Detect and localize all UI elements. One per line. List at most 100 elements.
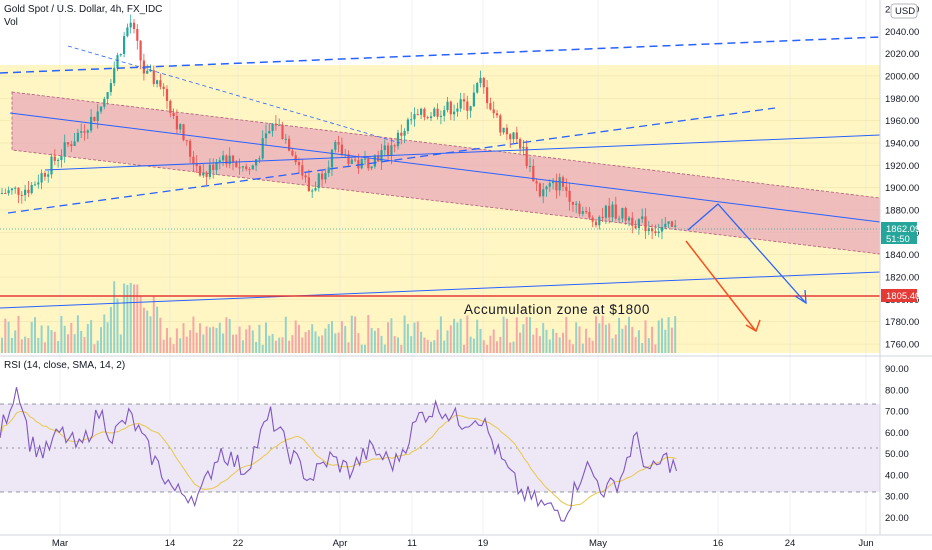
candle-body [373,155,376,167]
volume-bar [423,337,426,353]
candle-body [416,114,419,116]
volume-bar [245,329,248,353]
volume-bar [304,332,307,353]
volume-bar [657,320,660,353]
candle-body [248,169,251,171]
volume-bar [519,332,522,353]
volume-bar [268,335,271,353]
bullish-projection-arrow [687,203,806,303]
volume-bar [472,338,475,353]
volume-bar [340,321,343,353]
rsi-axis[interactable]: 20.00 30.00 40.00 50.00 60.00 70.00 80.00 90.00 [885,364,909,524]
volume-bar [631,326,634,353]
volume-bar [548,339,551,353]
volume-bar [298,324,300,353]
currency-button-frame[interactable] [890,3,918,19]
bearish-projection-arrowhead [745,319,761,333]
price-axis[interactable]: 1760.001780.001800.001820.001840.001860.… [885,4,919,350]
candle-body [218,160,221,162]
volume-bar [271,333,274,353]
volume-bar [215,327,218,353]
candle-body [400,132,403,136]
volume-bar [644,320,647,353]
candle-body [433,108,436,117]
candle-body [462,99,466,102]
price-tick-label: 1980.00 [885,94,919,105]
candle-body [670,221,673,227]
candle-body [641,216,644,220]
volume-bar [109,306,112,353]
candle-body [429,116,433,119]
candle-body [175,115,178,130]
volume-bar [60,315,63,353]
candle-body [492,109,495,114]
volume-bar [486,344,489,353]
volume-bar [324,328,327,353]
bullish-projection-arrowhead [794,289,807,305]
price-tick-label: 1880.00 [885,206,919,217]
rsi-line [0,387,678,522]
candle-body [472,92,475,107]
candle-body [235,162,238,168]
volume-bar [591,340,594,353]
candle-body [634,225,637,229]
volume-bar [199,323,201,353]
candle-body [624,207,627,221]
candle-body [241,166,244,168]
volume-bar [443,340,446,353]
volume-bar [370,328,373,353]
candle-body [627,217,631,221]
volume-bar [439,316,442,353]
volume-bar [420,331,423,353]
candle-body [123,36,126,55]
rsi-tick-label: 20.00 [885,513,909,524]
volume-bar [7,321,10,353]
candle-body [304,175,307,178]
rsi-tick-label: 40.00 [885,470,909,481]
candle-body [443,110,446,116]
volume-bar [136,284,139,353]
candle-body [314,188,317,191]
candle-body [601,216,604,218]
current-price-label: 1862.09 [886,224,920,235]
candle-body [439,115,442,117]
volume-bar [555,332,558,353]
candle-body [657,231,660,234]
candle-body [654,231,657,234]
volume-bar [453,318,456,353]
volume-bar [238,326,241,353]
currency-button[interactable]: USD [895,6,915,17]
volume-bar [317,336,320,353]
volume-bar [502,316,505,353]
candle-body [251,165,254,170]
volume-bar [337,332,340,353]
volume-bar [505,318,508,353]
price-tick-label: 2000.00 [885,71,919,82]
candle-body [80,131,83,133]
rsi-tick-label: 90.00 [885,364,909,375]
candle-body [390,145,393,156]
accumulation-zone-annotation: Accumulation zone at $1800 [464,302,650,317]
candle-body [456,108,459,112]
candle-body [406,119,409,132]
volume-bar [281,337,284,353]
volume-bar [235,334,238,353]
volume-bar [578,326,581,353]
volume-bar [208,327,211,353]
volume-bar [228,319,231,353]
price-tick-label: 1940.00 [885,138,919,149]
candle-body [489,103,492,110]
time-tick-label: 19 [478,538,489,549]
volume-bar [100,327,102,353]
candle-body [255,159,258,166]
volume-bar [595,316,597,353]
volume-bar [558,337,561,353]
candle-body [469,106,472,111]
volume-bar [40,325,43,353]
candle-body [50,156,53,175]
candle-body [631,217,634,226]
time-axis[interactable]: Mar 14 22 Apr 11 19 May 16 24 Jun [52,538,874,549]
candle-body [53,156,56,161]
candle-body [449,101,452,115]
